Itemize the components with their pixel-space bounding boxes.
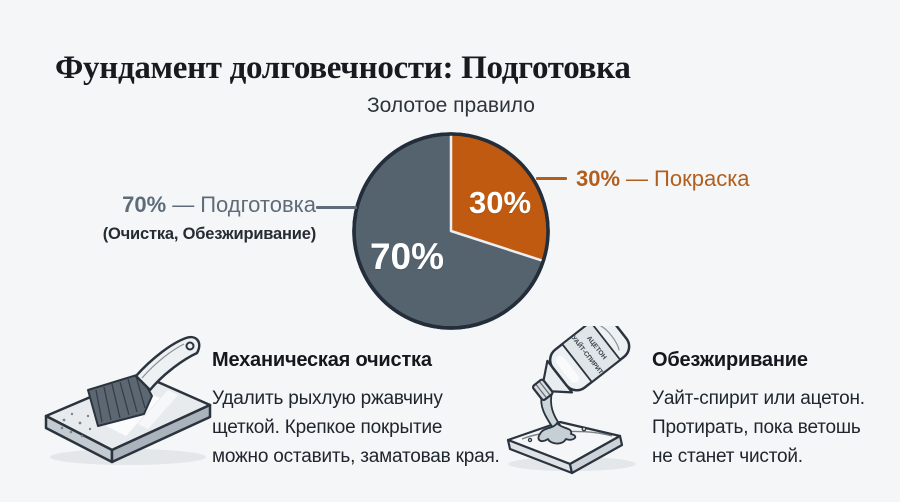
callout-painting-label: Покраска [654, 166, 750, 191]
leader-line-painting [536, 177, 567, 180]
wire-brush-icon [38, 328, 220, 475]
solvent-bottle-illustration-svg: УАЙТ-СПИРИТ АЦЕТОН [506, 314, 636, 475]
section-body-line: Протирать, пока ветошь [652, 417, 861, 438]
callout-preparation-label: Подготовка [200, 192, 316, 217]
page-title: Фундамент долговечности: Подготовка [55, 50, 631, 87]
pie-outline [352, 132, 550, 330]
callout-preparation: 70% — Подготовка (Очистка, Обезжиривание) [60, 192, 316, 247]
section-body-line: щеткой. Крепкое покрытие [212, 417, 443, 438]
section-body-line: можно оставить, заматовав края. [212, 446, 500, 467]
section-body-line: Уайт-спирит или ацетон. [652, 388, 865, 409]
callout-painting-separator: — [626, 166, 649, 191]
callout-preparation-value: 70% [122, 192, 167, 217]
wire-brush-illustration-svg [44, 335, 212, 465]
section-heading-degreasing: Обезжиривание [652, 349, 808, 371]
section-mechanical-cleaning: Механическая очистка Удалить рыхлую ржав… [212, 349, 522, 471]
section-degreasing: Обезжиривание Уайт-спирит или ацетон. Пр… [652, 349, 897, 471]
callout-painting-value: 30% [576, 166, 621, 191]
pie-chart-svg [352, 132, 550, 330]
callout-painting: 30% — Покраска [576, 166, 876, 192]
solvent-bottle-icon: УАЙТ-СПИРИТ АЦЕТОН [496, 314, 658, 483]
section-body-degreasing: Уайт-спирит или ацетон. Протирать, пока … [652, 384, 897, 471]
section-heading-mechanical: Механическая очистка [212, 349, 432, 371]
section-body-line: Удалить рыхлую ржавчину [212, 388, 443, 409]
leader-line-preparation [316, 206, 357, 209]
pie-value-painting: 30% [468, 185, 532, 220]
callout-preparation-separator: — [172, 192, 195, 217]
section-body-mechanical: Удалить рыхлую ржавчину щеткой. Крепкое … [212, 384, 522, 471]
callout-preparation-sublabel: (Очистка, Обезжиривание) [102, 225, 316, 243]
pie-value-preparation: 70% [369, 236, 445, 277]
chart-title: Золотое правило [367, 94, 535, 117]
pie-chart [348, 128, 554, 334]
section-body-line: не станет чистой. [652, 446, 803, 467]
